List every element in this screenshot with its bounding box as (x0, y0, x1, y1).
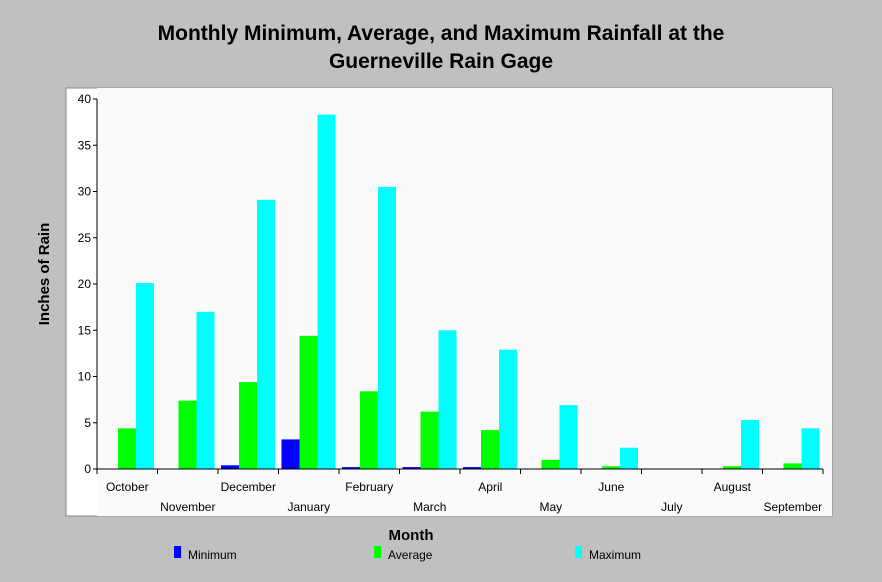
y-tick-label: 20 (78, 277, 92, 291)
bar-maximum-december (257, 199, 275, 470)
x-tick-label: January (287, 500, 330, 514)
bar-minimum-march (402, 467, 421, 469)
bar-average-may (541, 459, 560, 470)
bar-average-october (118, 428, 136, 469)
bar-maximum-march (438, 330, 457, 470)
x-tick-label: February (345, 480, 393, 494)
x-tick-label: August (714, 480, 752, 494)
bar-average-february (360, 391, 378, 469)
x-tick-label: April (478, 480, 502, 494)
x-tick-label: July (661, 500, 682, 514)
bar-average-january (299, 335, 318, 469)
y-tick-label: 40 (78, 92, 92, 106)
x-tick-label: May (539, 500, 562, 514)
chart-title-line-1: Monthly Minimum, Average, and Maximum Ra… (157, 22, 725, 45)
legend-swatch-maximum (575, 546, 582, 558)
legend-swatch-minimum (174, 546, 181, 558)
bar-maximum-april (499, 349, 517, 469)
plot-area (97, 88, 832, 516)
bar-average-september (783, 463, 802, 469)
bar-average-december (239, 382, 257, 469)
bar-average-june (602, 466, 620, 469)
x-tick-label: September (763, 500, 822, 514)
bar-minimum-december (221, 465, 239, 469)
bar-maximum-february (378, 186, 396, 469)
y-tick-label: 10 (78, 370, 92, 384)
bar-average-march (420, 411, 439, 469)
x-axis-label: Month (389, 527, 434, 544)
bar-maximum-august (741, 420, 759, 469)
chart-title-line-2: Guerneville Rain Gage (328, 50, 554, 73)
legend: Minimum Average Maximum (174, 546, 641, 562)
bar-maximum-may (559, 405, 578, 469)
bar-maximum-october (136, 283, 154, 469)
bar-minimum-february (342, 467, 360, 469)
x-tick-label: December (221, 480, 276, 494)
y-axis-label: Inches of Rain (36, 223, 53, 326)
x-tick-label: March (413, 500, 446, 514)
x-tick-label: June (598, 480, 624, 494)
y-tick-label: 0 (84, 462, 91, 476)
bar-maximum-january (317, 114, 336, 469)
legend-label-minimum: Minimum (188, 548, 237, 562)
bar-average-april (481, 430, 499, 469)
y-tick-label: 30 (78, 185, 92, 199)
bar-average-august (723, 466, 741, 469)
bar-minimum-january (281, 439, 300, 469)
legend-label-maximum: Maximum (589, 548, 641, 562)
bars-layer (118, 114, 820, 470)
bar-maximum-september (801, 428, 820, 469)
bar-average-november (178, 400, 197, 469)
bar-maximum-november (196, 311, 215, 470)
y-tick-label: 15 (78, 323, 92, 337)
y-tick-label: 35 (78, 138, 92, 152)
legend-swatch-average (374, 546, 381, 558)
bar-minimum-april (463, 467, 481, 469)
y-tick-label: 25 (78, 231, 92, 245)
x-tick-label: October (106, 480, 149, 494)
legend-label-average: Average (388, 548, 433, 562)
y-tick-label: 5 (84, 416, 91, 430)
axis-layer: 0 5 10 15 20 25 30 35 40 October November December J… (78, 92, 824, 514)
x-tick-label: November (160, 500, 215, 514)
bar-maximum-june (620, 447, 638, 469)
